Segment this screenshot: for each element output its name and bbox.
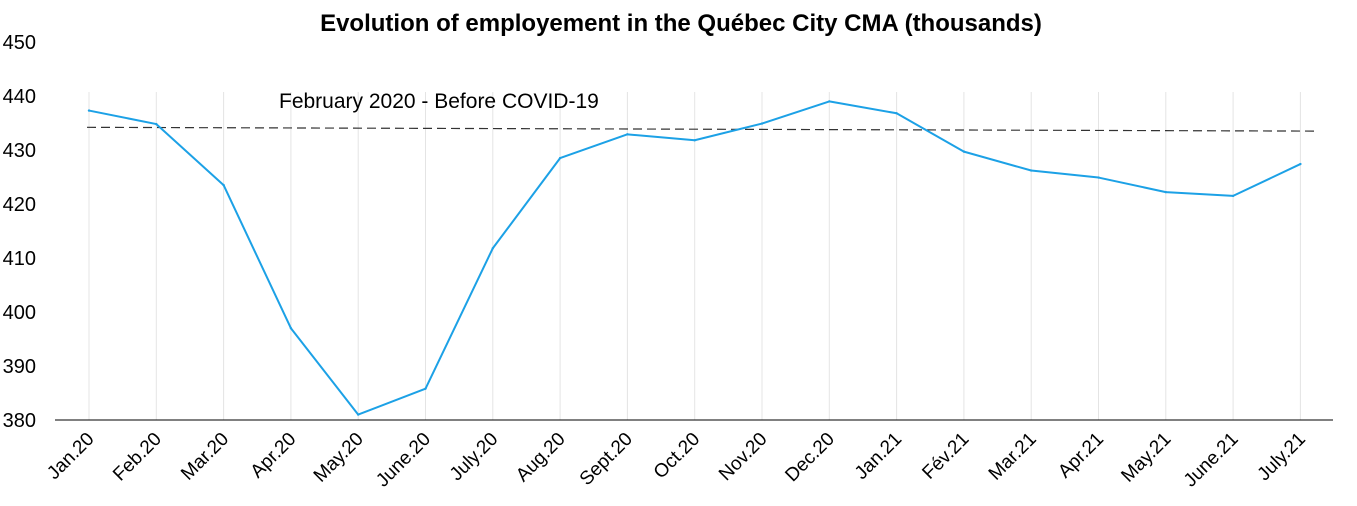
y-tick-label: 410 — [3, 248, 36, 270]
data-point-Apr.21 — [1097, 176, 1100, 179]
data-point-June.21 — [1231, 194, 1235, 198]
x-tick-label: Jan.21 — [851, 429, 906, 484]
data-point-Jan.21 — [895, 112, 898, 115]
x-tick-label: Dec.20 — [781, 429, 838, 486]
reference-line-label: February 2020 - Before COVID-19 — [279, 90, 599, 113]
x-tick-label: Nov.20 — [715, 429, 771, 485]
x-tick-label: June.20 — [372, 429, 435, 492]
data-point-Mar.20 — [222, 183, 225, 187]
x-tick-label: May.20 — [310, 429, 368, 487]
x-tick-label: July.20 — [446, 429, 502, 485]
x-tick-label: June.21 — [1180, 429, 1243, 492]
data-point-June.20 — [424, 387, 427, 390]
x-tick-label: May.21 — [1117, 429, 1175, 487]
data-point-July.20 — [491, 247, 494, 250]
data-point-Jan.20 — [87, 109, 91, 112]
x-tick-label: Mar.20 — [177, 429, 233, 485]
chart-title: Evolution of employement in the Québec C… — [320, 10, 1042, 37]
x-tick-label: Jan.20 — [43, 429, 98, 484]
data-point-Mar.21 — [1030, 169, 1033, 172]
x-tick-label: Mar.21 — [985, 429, 1041, 485]
data-point-Feb.20 — [155, 122, 158, 126]
data-point-Aug.20 — [558, 156, 562, 160]
reference-line — [86, 126, 1315, 132]
x-tick-label: Apr.21 — [1054, 429, 1108, 483]
x-tick-label: Aug.20 — [512, 429, 569, 486]
gridlines — [88, 92, 1301, 420]
x-tick-label: July.21 — [1254, 429, 1310, 485]
y-axis: 380 390 400 410 420 430 440 450 — [3, 32, 36, 432]
data-point-May.21 — [1164, 190, 1168, 194]
x-tick-label: Feb.20 — [109, 429, 166, 486]
data-point-Nov.20 — [760, 122, 764, 125]
x-axis: Jan.20 Feb.20 Mar.20 Apr.20 May.20 June.20 Jul… — [43, 429, 1310, 492]
data-point-July.21 — [1299, 162, 1302, 166]
y-tick-label: 380 — [3, 410, 36, 432]
data-point-Apr.20 — [289, 327, 293, 330]
x-tick-label: Oct.20 — [650, 429, 704, 483]
x-tick-label: Apr.20 — [247, 429, 301, 483]
y-tick-label: 400 — [3, 302, 36, 324]
y-tick-label: 420 — [3, 194, 36, 216]
y-tick-label: 390 — [3, 356, 36, 378]
y-tick-label: 440 — [3, 86, 36, 108]
x-tick-label: Sept.20 — [576, 429, 637, 490]
data-point-Dec.20 — [828, 100, 831, 103]
data-point-May.20 — [357, 413, 360, 416]
data-points — [87, 100, 1302, 416]
y-tick-label: 430 — [3, 140, 36, 162]
y-tick-label: 450 — [3, 32, 36, 54]
data-point-Oct.20 — [693, 139, 696, 142]
data-point-Sept.20 — [626, 133, 629, 136]
data-point-Fév.21 — [962, 150, 966, 153]
x-tick-label: Fév.21 — [919, 429, 974, 484]
